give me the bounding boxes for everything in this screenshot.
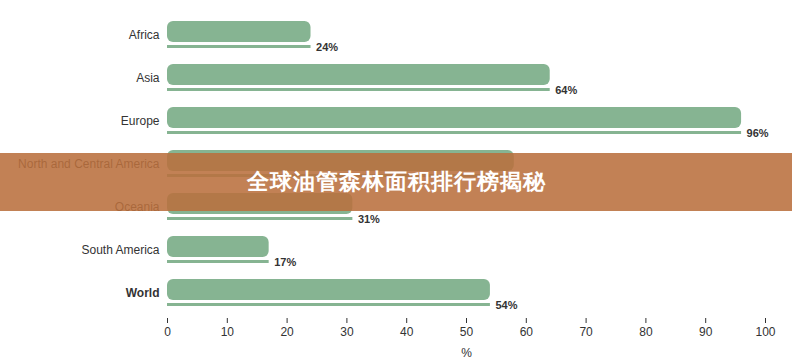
- svg-text:50: 50: [460, 325, 474, 339]
- svg-text:100: 100: [755, 325, 775, 339]
- svg-text:0: 0: [164, 325, 171, 339]
- svg-text:54%: 54%: [495, 299, 517, 311]
- svg-text:31%: 31%: [358, 213, 380, 225]
- svg-text:17%: 17%: [274, 256, 296, 268]
- svg-text:%: %: [461, 346, 472, 360]
- svg-text:30: 30: [340, 325, 354, 339]
- svg-text:70: 70: [579, 325, 593, 339]
- svg-text:40: 40: [400, 325, 414, 339]
- svg-text:80: 80: [639, 325, 653, 339]
- svg-text:90: 90: [699, 325, 713, 339]
- html-text:全球油管森林面积排行榜揭秘: 全球油管森林面积排行榜揭秘: [246, 169, 546, 194]
- svg-text:20: 20: [280, 325, 294, 339]
- svg-text:24%: 24%: [316, 41, 338, 53]
- svg-text:10: 10: [221, 325, 235, 339]
- svg-text:96%: 96%: [747, 127, 769, 139]
- svg-text:Africa: Africa: [129, 28, 160, 42]
- svg-text:64%: 64%: [555, 84, 577, 96]
- svg-text:South America: South America: [81, 243, 159, 257]
- svg-text:World: World: [126, 286, 160, 300]
- svg-text:Asia: Asia: [136, 71, 160, 85]
- svg-text:60: 60: [520, 325, 534, 339]
- svg-text:Europe: Europe: [121, 114, 160, 128]
